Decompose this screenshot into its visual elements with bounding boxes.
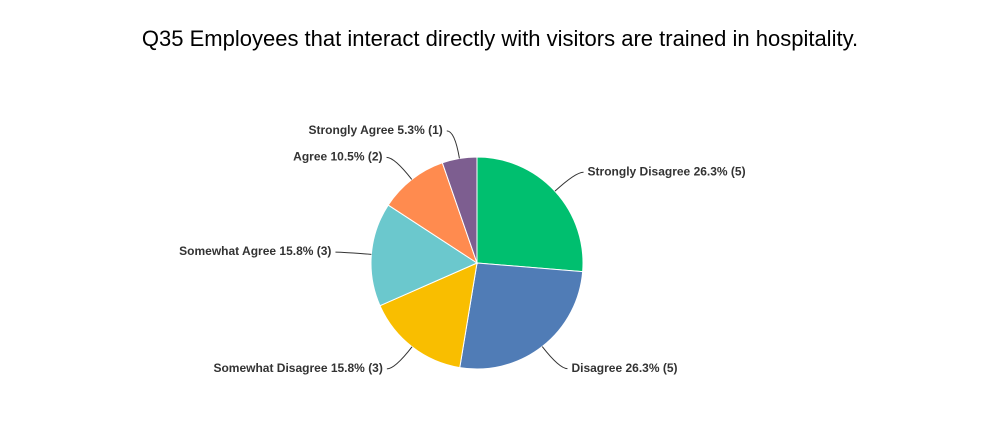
- leader-line: [541, 346, 568, 370]
- slice-label: Strongly Disagree 26.3% (5): [588, 164, 746, 178]
- pie-slice: [476, 156, 584, 273]
- leader-line: [446, 130, 460, 159]
- leader-line: [386, 156, 413, 180]
- slice-label: Strongly Agree 5.3% (1): [309, 123, 443, 137]
- slice-label: Disagree 26.3% (5): [571, 361, 677, 375]
- pie-slice: [379, 262, 478, 369]
- pie-slice: [459, 262, 584, 370]
- leader-line: [554, 171, 584, 192]
- slice-label: Agree 10.5% (2): [293, 150, 382, 164]
- pie-slice: [387, 162, 478, 265]
- slice-label: Somewhat Agree 15.8% (3): [179, 244, 331, 258]
- leader-line: [386, 346, 413, 370]
- pie-slice: [441, 156, 478, 264]
- slice-label: Somewhat Disagree 15.8% (3): [213, 361, 382, 375]
- chart-title: Q35 Employees that interact directly wit…: [142, 26, 858, 51]
- pie-slice: [370, 204, 479, 307]
- leader-line: [335, 251, 372, 255]
